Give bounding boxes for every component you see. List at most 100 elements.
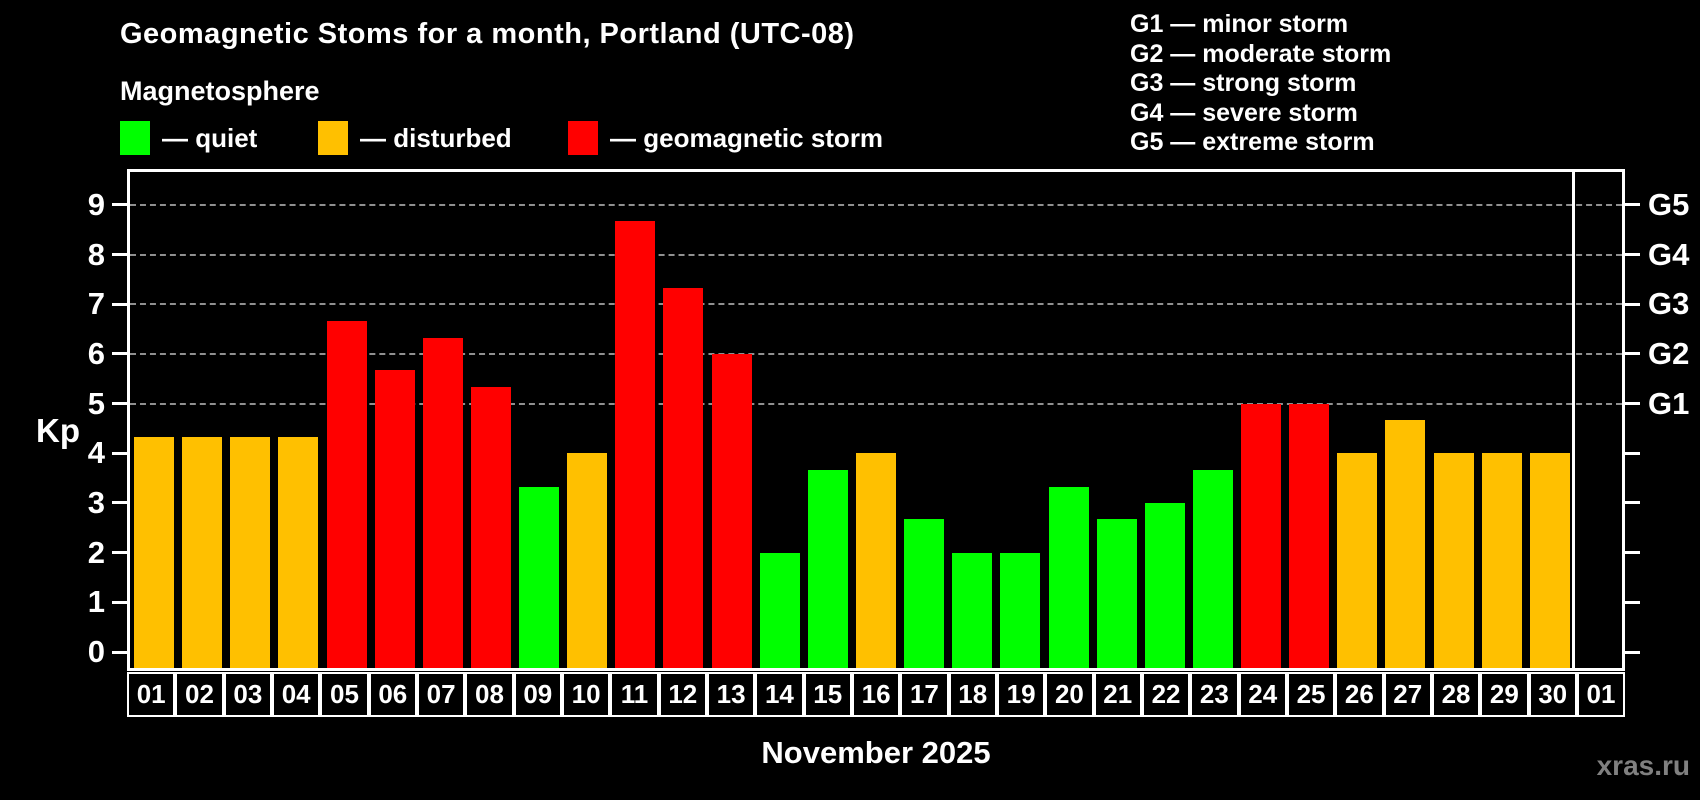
storm-scale-line-3: G3 — strong storm bbox=[1130, 69, 1357, 97]
storm-scale-line-1: G1 — minor storm bbox=[1130, 10, 1349, 38]
day-label-12: 12 bbox=[658, 672, 707, 717]
kp-bar-day-06 bbox=[374, 370, 415, 668]
kp-bar-day-15 bbox=[807, 469, 848, 668]
y-tick-left-1 bbox=[112, 600, 127, 604]
y-tick-label-9: 9 bbox=[87, 186, 105, 222]
y-tick-left-4 bbox=[112, 451, 127, 455]
gridline-kp-7 bbox=[130, 303, 1622, 306]
day-label-15: 15 bbox=[803, 672, 852, 717]
kp-bar-day-25 bbox=[1289, 403, 1330, 668]
g-scale-label-G2: G2 bbox=[1648, 335, 1690, 371]
day-label-22: 22 bbox=[1141, 672, 1191, 717]
gridline-kp-8 bbox=[130, 253, 1622, 256]
x-axis-day-labels: 01 02 03 04 05 06 07 08 09 10 11 12 13 14 15 16 17 18 19 20… bbox=[127, 672, 1626, 717]
day-label-04: 04 bbox=[271, 672, 321, 717]
y-tick-left-3 bbox=[112, 501, 127, 505]
day-label-01: 01 bbox=[127, 672, 176, 717]
legend-label-disturbed: — disturbed bbox=[360, 122, 512, 153]
y-tick-right-6 bbox=[1625, 352, 1640, 356]
day-label-23: 23 bbox=[1190, 672, 1239, 717]
kp-bar-day-23 bbox=[1192, 469, 1233, 668]
gridline-kp-5 bbox=[130, 402, 1622, 405]
y-tick-left-7 bbox=[112, 302, 127, 306]
day-label-07: 07 bbox=[416, 672, 466, 717]
y-tick-label-8: 8 bbox=[87, 236, 105, 272]
quiet-swatch-icon bbox=[120, 121, 150, 155]
day-label-18: 18 bbox=[948, 672, 997, 717]
kp-bar-day-29 bbox=[1481, 453, 1522, 668]
g-scale-label-G5: G5 bbox=[1648, 186, 1690, 222]
gridline-kp-6 bbox=[130, 352, 1622, 355]
y-tick-label-4: 4 bbox=[87, 435, 105, 471]
kp-bar-day-14 bbox=[759, 552, 800, 668]
day-label-14: 14 bbox=[755, 672, 804, 717]
watermark: xras.ru bbox=[1596, 750, 1690, 781]
y-tick-left-8 bbox=[112, 253, 127, 256]
y-tick-left-9 bbox=[112, 203, 127, 207]
y-tick-right-9 bbox=[1625, 203, 1640, 207]
month-boundary-line bbox=[1572, 172, 1576, 668]
disturbed-swatch-icon bbox=[318, 121, 348, 155]
day-label-09: 09 bbox=[513, 672, 562, 717]
kp-bar-day-07 bbox=[422, 337, 463, 668]
g-scale-label-G3: G3 bbox=[1648, 286, 1690, 322]
x-axis-title: November 2025 bbox=[761, 735, 991, 770]
kp-bar-day-18 bbox=[952, 552, 993, 668]
y-tick-right-4 bbox=[1625, 451, 1640, 455]
day-label-28: 28 bbox=[1431, 672, 1481, 717]
kp-bar-day-12 bbox=[663, 287, 704, 668]
legend-label-storm: — geomagnetic storm bbox=[610, 122, 884, 153]
day-label-11: 11 bbox=[610, 672, 659, 717]
kp-bar-day-28 bbox=[1433, 453, 1474, 668]
kp-bar-day-03 bbox=[230, 436, 271, 668]
day-label-17: 17 bbox=[900, 672, 949, 717]
y-tick-right-1 bbox=[1625, 600, 1640, 604]
kp-bar-day-11 bbox=[615, 221, 656, 668]
legend-item-quiet: — quiet bbox=[120, 120, 257, 156]
day-label-20: 20 bbox=[1045, 672, 1094, 717]
storm-scale-line-5: G5 — extreme storm bbox=[1130, 128, 1375, 156]
y-tick-left-2 bbox=[112, 551, 127, 555]
day-label-10: 10 bbox=[561, 672, 611, 717]
gridline-kp-9 bbox=[130, 203, 1622, 206]
y-tick-label-1: 1 bbox=[87, 584, 105, 620]
y-axis-label: Kp bbox=[36, 412, 80, 449]
storm-swatch-icon bbox=[568, 121, 598, 155]
day-label-27: 27 bbox=[1383, 672, 1432, 717]
storm-scale-line-2: G2 — moderate storm bbox=[1130, 39, 1392, 68]
y-tick-left-6 bbox=[112, 352, 127, 356]
kp-bar-day-13 bbox=[711, 353, 752, 668]
day-label-30: 30 bbox=[1528, 672, 1577, 717]
day-label-24: 24 bbox=[1238, 672, 1287, 717]
y-tick-left-5 bbox=[112, 402, 127, 406]
kp-bar-day-09 bbox=[519, 486, 560, 668]
day-label-25: 25 bbox=[1286, 672, 1336, 717]
day-label-13: 13 bbox=[706, 672, 756, 717]
y-tick-label-0: 0 bbox=[87, 634, 105, 670]
legend-item-disturbed: — disturbed bbox=[318, 120, 512, 156]
g-scale-label-G4: G4 bbox=[1648, 236, 1690, 272]
g-scale-label-G1: G1 bbox=[1648, 385, 1690, 421]
legend-item-storm: — geomagnetic storm bbox=[568, 120, 883, 156]
day-label-19: 19 bbox=[996, 672, 1046, 717]
kp-bar-day-04 bbox=[278, 436, 319, 668]
y-tick-right-8 bbox=[1625, 253, 1640, 256]
y-tick-label-5: 5 bbox=[87, 385, 105, 421]
kp-bar-day-05 bbox=[326, 320, 367, 668]
kp-bar-day-27 bbox=[1385, 420, 1426, 668]
kp-bar-day-26 bbox=[1337, 453, 1378, 668]
kp-bar-day-22 bbox=[1144, 503, 1185, 668]
kp-bar-day-01 bbox=[134, 436, 175, 668]
y-tick-label-6: 6 bbox=[87, 335, 105, 371]
kp-bar-day-30 bbox=[1529, 453, 1570, 668]
kp-bar-day-02 bbox=[182, 436, 223, 668]
chart-title: Geomagnetic Stoms for a month, Portland … bbox=[120, 18, 855, 50]
day-label-29: 29 bbox=[1480, 672, 1529, 717]
legend-label-quiet: — quiet bbox=[162, 122, 258, 153]
kp-bar-day-24 bbox=[1241, 403, 1282, 668]
day-label-08: 08 bbox=[465, 672, 514, 717]
y-tick-right-0 bbox=[1625, 650, 1640, 654]
kp-bar-day-20 bbox=[1048, 486, 1089, 668]
y-tick-left-0 bbox=[112, 650, 127, 654]
kp-bar-day-21 bbox=[1096, 519, 1137, 668]
